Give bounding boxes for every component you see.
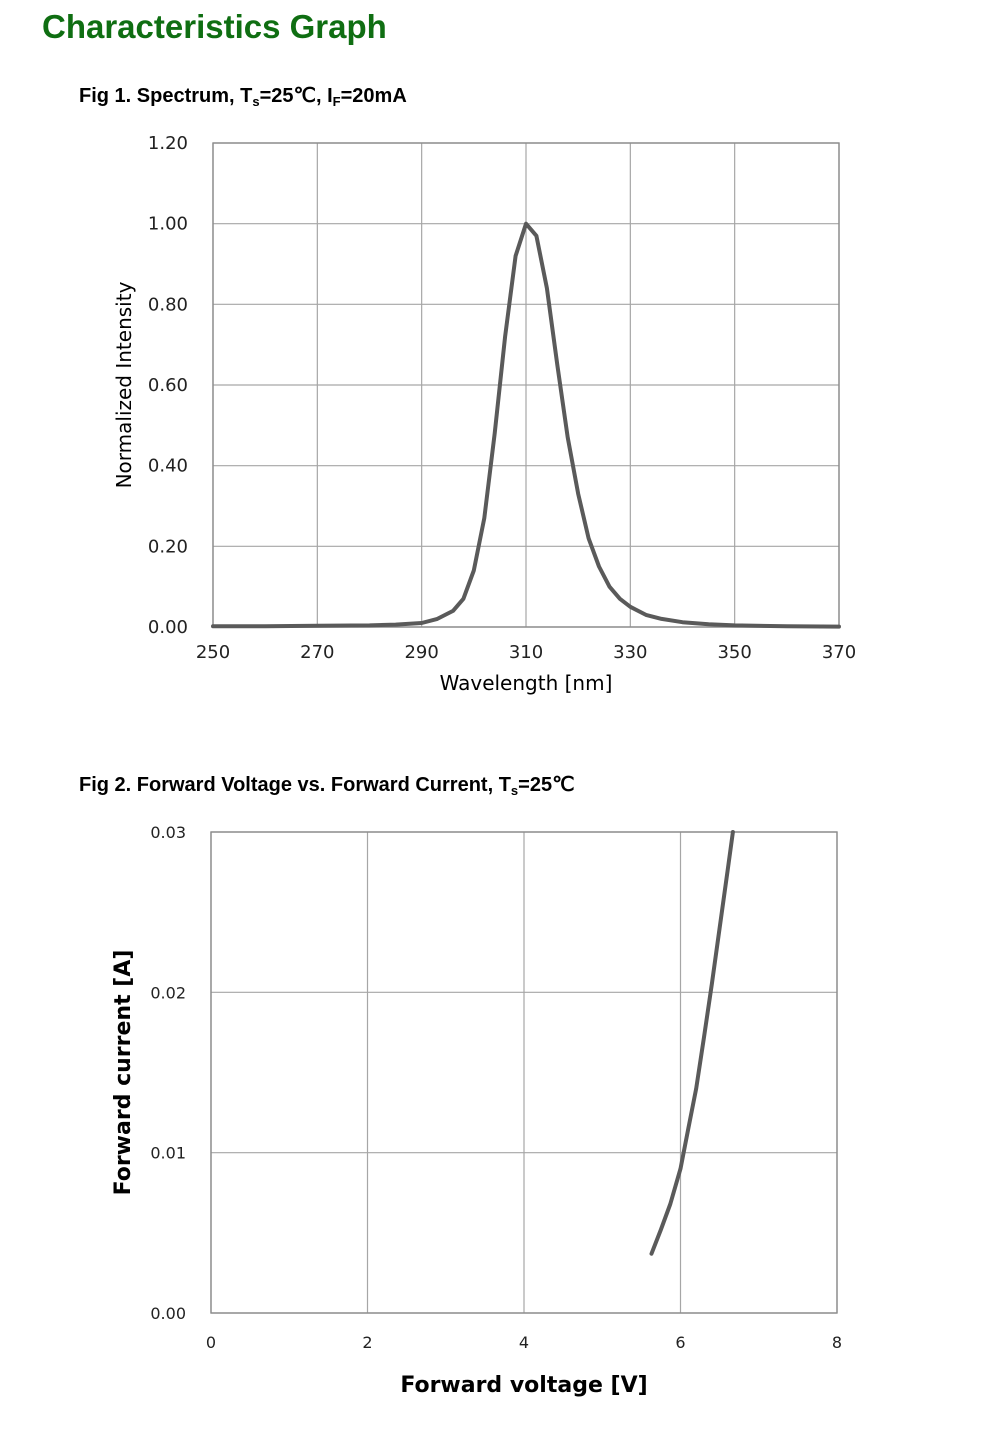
iv-x-axis-label: Forward voltage [V] — [400, 1373, 647, 1398]
c2-y-tick-label: 0.03 — [150, 823, 186, 842]
fig2-caption-sub-s: s — [510, 783, 519, 798]
c2-x-tick-label: 6 — [675, 1333, 685, 1352]
c1-x-tick-label: 290 — [404, 642, 438, 663]
c1-y-tick-label: 0.80 — [148, 294, 188, 315]
spectrum-chart: 250 270 290 310 330 350 370 0.000.200.400.600.… — [112, 133, 856, 695]
fig1-caption-sub-s: s — [252, 94, 260, 109]
c1-y-tick-label: 0.20 — [148, 536, 188, 557]
c1-y-tick-label: 0.00 — [148, 617, 188, 638]
c2-x-tick-label: 8 — [832, 1333, 842, 1352]
c1-x-tick-label: 270 — [300, 642, 334, 663]
fig2-caption-suffix: =25℃ — [518, 774, 575, 796]
fig2-caption: Fig 2. Forward Voltage vs. Forward Curre… — [79, 772, 575, 797]
fig1-caption-suffix: =20mA — [340, 85, 407, 107]
fig1-caption-sub-f: F — [332, 94, 341, 109]
c2-x-tick-label: 4 — [519, 1333, 529, 1352]
c1-x-tick-label: 310 — [509, 642, 543, 663]
spectrum-x-axis-label: Wavelength [nm] — [440, 671, 613, 695]
spectrum-y-axis-label: Normalized Intensity — [112, 281, 136, 488]
fig1-caption-prefix: Fig 1. Spectrum, T — [79, 85, 253, 107]
c1-x-tick-label: 350 — [717, 642, 751, 663]
c1-y-tick-label: 0.60 — [148, 375, 188, 396]
page-title: Characteristics Graph — [42, 8, 387, 45]
c2-plot-frame — [210, 831, 838, 1314]
spectrum-series-line — [211, 221, 841, 629]
fig1-caption: Fig 1. Spectrum, Ts=25℃, IF=20mA — [79, 83, 407, 108]
fig1-caption-mid: =25℃, I — [259, 85, 333, 107]
iv-x-ticks: 0 2 4 6 8 — [206, 1333, 842, 1352]
c1-x-tick-label: 330 — [613, 642, 647, 663]
c2-y-tick-label: 0.02 — [150, 983, 186, 1002]
iv-y-ticks: 0.00 0.01 0.02 0.03 — [150, 823, 186, 1323]
c1-y-tick-label: 0.40 — [148, 456, 188, 477]
iv-y-axis-label: Forward current [A] — [111, 950, 136, 1196]
iv-series-line — [649, 830, 735, 1256]
iv-chart: 0 2 4 6 8 0.00 0.01 0.02 0.03 Forward voltage [… — [111, 823, 842, 1398]
spectrum-y-ticks: 0.00 0.20 0.40 0.60 0.80 1.00 1.20 — [148, 133, 188, 638]
c2-y-tick-label: 0.00 — [150, 1304, 186, 1323]
c1-x-tick-label: 250 — [196, 642, 230, 663]
c1-y-tick-label: 1.20 — [148, 133, 188, 154]
c1-x-tick-label: 370 — [822, 642, 856, 663]
c1-plot-frame — [212, 142, 840, 628]
c2-y-tick-label: 0.01 — [150, 1144, 186, 1163]
iv-grid — [210, 831, 838, 1314]
spectrum-x-ticks: 250 270 290 310 330 350 370 — [196, 642, 856, 663]
fig2-caption-prefix: Fig 2. Forward Voltage vs. Forward Curre… — [79, 774, 511, 796]
spectrum-grid — [212, 142, 840, 628]
c1-y-tick-label: 1.00 — [148, 214, 188, 235]
c2-x-tick-label: 2 — [362, 1333, 372, 1352]
c2-x-tick-label: 0 — [206, 1333, 216, 1352]
